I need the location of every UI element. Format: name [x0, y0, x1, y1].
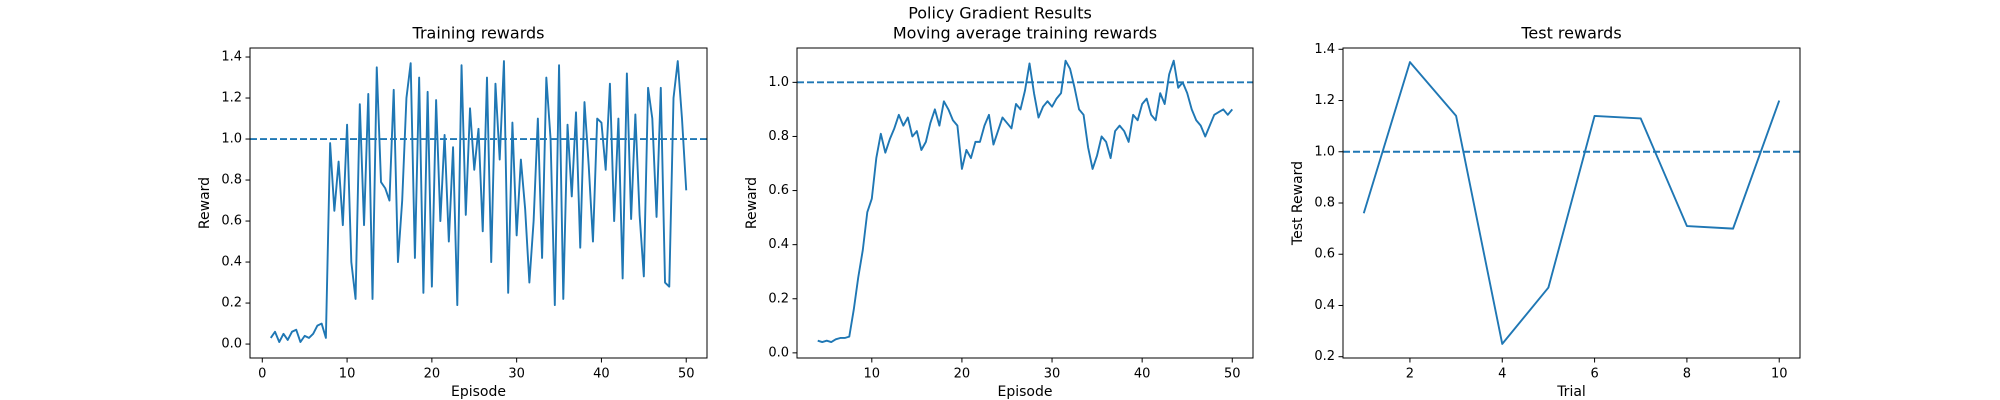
x-tick-label: 10	[339, 367, 356, 382]
y-tick-label: 0.6	[221, 214, 242, 229]
x-tick-label: 20	[424, 367, 441, 382]
x-tick-label: 6	[1590, 367, 1598, 382]
x-tick-label: 0	[258, 367, 266, 382]
data-line	[1362, 61, 1781, 345]
x-tick-label: 10	[1771, 367, 1788, 382]
y-tick-label: 0.8	[1314, 196, 1335, 211]
y-tick-label: 0.2	[221, 296, 242, 311]
x-tick-label: 8	[1683, 367, 1691, 382]
y-axis-label: Reward	[197, 177, 213, 229]
y-tick-label: 0.0	[221, 337, 242, 352]
y-tick-label: 0.8	[221, 173, 242, 188]
y-tick-label: 0.2	[1314, 349, 1335, 364]
y-tick-label: 0.6	[768, 183, 789, 198]
data-line	[269, 60, 688, 343]
x-tick-label: 20	[954, 367, 971, 382]
y-axis-label: Reward	[744, 177, 760, 229]
figure-title: Policy Gradient Results	[908, 4, 1092, 23]
y-tick-label: 1.4	[221, 50, 242, 65]
axes-title: Test rewards	[1520, 24, 1621, 43]
x-tick-label: 50	[1224, 367, 1241, 382]
y-tick-label: 1.0	[1314, 144, 1335, 159]
x-axis-label: Episode	[998, 384, 1053, 400]
data-line	[817, 59, 1234, 343]
y-tick-label: 0.4	[221, 255, 242, 270]
y-axis-label: Test Reward	[1290, 161, 1306, 246]
x-axis-label: Episode	[451, 384, 506, 400]
y-tick-label: 0.2	[768, 291, 789, 306]
x-tick-label: 40	[1134, 367, 1151, 382]
x-tick-label: 50	[678, 367, 695, 382]
y-tick-label: 0.8	[768, 129, 789, 144]
axes-frame	[796, 47, 1254, 359]
x-tick-label: 30	[508, 367, 525, 382]
axes-title: Moving average training rewards	[893, 24, 1157, 43]
y-tick-label: 1.0	[768, 75, 789, 90]
axes-title: Training rewards	[412, 24, 545, 43]
y-tick-label: 0.4	[1314, 298, 1335, 313]
y-tick-label: 0.0	[768, 345, 789, 360]
y-tick-label: 1.0	[221, 132, 242, 147]
x-tick-label: 4	[1498, 367, 1506, 382]
y-tick-label: 1.2	[1314, 93, 1335, 108]
axes-frame	[1342, 47, 1801, 359]
y-tick-label: 0.6	[1314, 247, 1335, 262]
x-tick-label: 30	[1044, 367, 1061, 382]
axes-frame	[249, 47, 708, 359]
x-tick-label: 2	[1406, 367, 1414, 382]
y-tick-label: 1.4	[1314, 42, 1335, 57]
y-tick-label: 0.4	[768, 237, 789, 252]
x-tick-label: 10	[864, 367, 881, 382]
x-tick-label: 40	[593, 367, 610, 382]
y-tick-label: 1.2	[221, 91, 242, 106]
x-axis-label: Trial	[1556, 384, 1586, 400]
